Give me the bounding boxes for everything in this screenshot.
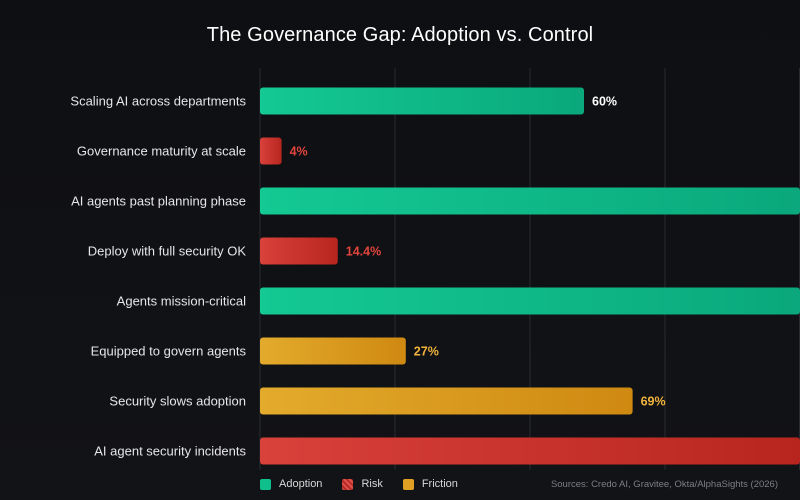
bar-governance-maturity-at-scale (260, 137, 282, 165)
legend-item-risk: Risk (342, 478, 383, 490)
legend-swatch-risk (342, 478, 354, 490)
category-label-agents-mission-critical: Agents mission-critical (117, 294, 246, 309)
value-label-governance-maturity-at-scale: 4% (290, 145, 308, 159)
value-label-equipped-to-govern-agents: 27% (414, 345, 439, 359)
bar-scaling-ai-across-departments (260, 87, 584, 115)
category-label-ai-agent-security-incidents: AI agent security incidents (94, 444, 246, 459)
bar-chart: Scaling AI across departments Governance … (70, 68, 800, 470)
value-label-scaling-ai-across-departments: 60% (592, 95, 617, 109)
bar-ai-agents-past-planning-phase (260, 187, 800, 215)
category-label-equipped-to-govern-agents: Equipped to govern agents (91, 344, 247, 359)
value-labels: 60% 4% 14.4% 27% 69% (290, 95, 666, 409)
bar-agents-mission-critical (260, 287, 800, 315)
legend-label-friction: Friction (421, 478, 458, 490)
category-label-governance-maturity-at-scale: Governance maturity at scale (77, 144, 246, 159)
sources-note: Sources: Credo AI, Gravitee, Okta/AlphaS… (550, 479, 778, 490)
bar-ai-agent-security-incidents (260, 437, 800, 465)
legend-label-risk: Risk (361, 478, 383, 490)
legend: Adoption Risk Friction (260, 478, 458, 490)
category-label-scaling-ai-across-departments: Scaling AI across departments (70, 94, 246, 109)
category-label-ai-agents-past-planning-phase: AI agents past planning phase (71, 194, 246, 209)
value-label-deploy-with-full-security-ok: 14.4% (346, 245, 381, 259)
legend-swatch-adoption (260, 478, 271, 490)
bar-deploy-with-full-security-ok (260, 237, 338, 265)
category-label-deploy-with-full-security-ok: Deploy with full security OK (88, 244, 247, 259)
chart-title: The Governance Gap: Adoption vs. Control (206, 24, 594, 46)
legend-item-friction: Friction (402, 478, 458, 490)
bar-security-slows-adoption (260, 387, 633, 415)
legend-label-adoption: Adoption (279, 478, 323, 490)
bar-equipped-to-govern-agents (260, 337, 406, 365)
value-label-security-slows-adoption: 69% (641, 395, 666, 409)
legend-item-adoption: Adoption (260, 478, 322, 490)
category-label-security-slows-adoption: Security slows adoption (109, 394, 246, 409)
category-labels: Scaling AI across departments Governance … (70, 94, 246, 459)
bars-group (260, 87, 800, 465)
legend-swatch-friction (402, 478, 414, 490)
